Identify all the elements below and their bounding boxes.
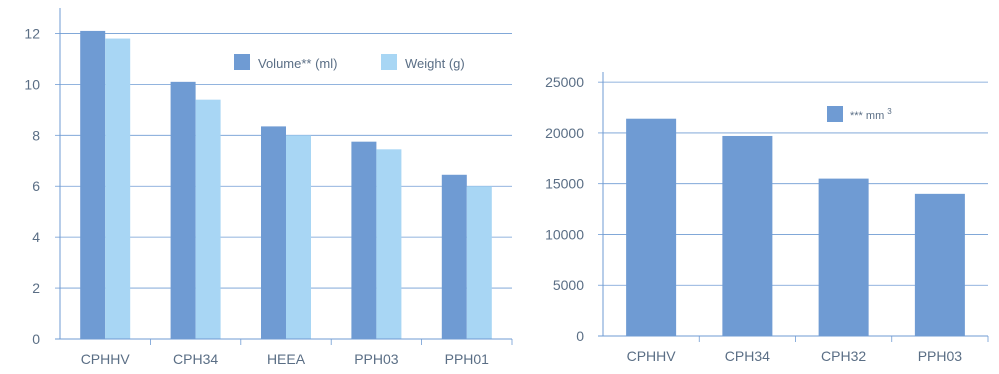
chart2-x-tick-labels: CPHHV CPH34 CPH32 PPH03 <box>627 348 963 364</box>
legend-label-weight: Weight (g) <box>405 56 465 71</box>
chart2-y-tick-label: 20000 <box>545 125 584 141</box>
chart1-y-tick-label: 8 <box>32 127 40 143</box>
legend-swatch-volume <box>234 54 250 70</box>
chart1-bar-cphhv-s0 <box>80 30 106 340</box>
chart2-bar-cph34-s0 <box>722 135 773 336</box>
chart2-bar-cphhv-s0 <box>626 118 677 336</box>
chart1-y-tick-label: 10 <box>24 76 40 92</box>
legend-label-mm3-unit: mm <box>866 110 884 122</box>
legend-label-mm3-prefix: *** <box>850 110 864 122</box>
chart2-y-tick-label: 0 <box>576 328 584 344</box>
chart2-legend: *** mm 3 <box>827 106 892 122</box>
chart1-bar-pph03-s1 <box>376 149 402 339</box>
chart1-bar-pph01-s1 <box>466 186 492 339</box>
chart-volume-mm3: 0 5000 10000 15000 20000 25000 CPHHV CPH34 CPH3… <box>545 72 989 364</box>
chart2-bars <box>626 118 965 336</box>
chart1-y-tick-labels: 0 2 4 6 8 10 12 <box>24 25 60 347</box>
chart1-x-tick-label: CPHHV <box>81 351 131 367</box>
chart1-x-tick-label: PPH01 <box>445 351 490 367</box>
chart2-bar-pph03-s0 <box>914 193 965 336</box>
legend-label-volume: Volume** (ml) <box>258 56 337 71</box>
legend-swatch-weight <box>381 54 397 70</box>
chart2-x-tick-label: CPH34 <box>725 348 770 364</box>
chart2-y-tick-label: 10000 <box>545 226 584 242</box>
chart1-y-tick-label: 12 <box>24 25 40 41</box>
chart2-y-tick-label: 15000 <box>545 176 584 192</box>
chart1-axes <box>55 8 513 345</box>
chart2-y-tick-label: 25000 <box>545 74 584 90</box>
chart1-bar-heea-s1 <box>286 135 311 339</box>
chart1-bar-pph03-s0 <box>351 141 377 339</box>
chart2-x-tick-label: CPH32 <box>821 348 866 364</box>
chart2-bar-cph32-s0 <box>818 178 869 336</box>
chart1-x-tick-label: PPH03 <box>354 351 399 367</box>
chart1-y-tick-label: 6 <box>32 178 40 194</box>
chart1-y-tick-label: 4 <box>32 229 40 245</box>
chart2-y-tick-label: 5000 <box>553 277 584 293</box>
chart1-bar-cph34-s1 <box>195 99 221 340</box>
chart1-y-tick-label: 2 <box>32 280 40 296</box>
chart1-bar-cph34-s0 <box>170 81 196 339</box>
chart1-y-tick-label: 0 <box>32 331 40 347</box>
chart1-x-tick-label: HEEA <box>267 351 306 367</box>
legend-swatch-mm3 <box>827 106 843 122</box>
chart1-x-tick-label: CPH34 <box>173 351 218 367</box>
chart1-legend: Volume** (ml) Weight (g) <box>234 54 465 71</box>
chart1-bars <box>80 30 492 340</box>
chart1-bar-pph01-s0 <box>441 174 467 339</box>
legend-label-mm3: *** mm 3 <box>850 107 892 122</box>
chart1-x-tick-labels: CPHHV CPH34 HEEA PPH03 PPH01 <box>81 351 490 367</box>
chart2-y-tick-labels: 0 5000 10000 15000 20000 25000 <box>545 74 603 344</box>
chart2-x-tick-label: PPH03 <box>918 348 963 364</box>
chart2-x-tick-label: CPHHV <box>627 348 677 364</box>
chart-volume-weight: 0 2 4 6 8 10 12 CPHHV CPH34 HEEA PPH03 PPH01 Volum… <box>24 8 513 367</box>
legend-label-mm3-exponent: 3 <box>887 107 892 116</box>
chart1-bar-heea-s0 <box>261 126 286 340</box>
chart2-axes <box>598 72 989 342</box>
chart1-bar-cphhv-s1 <box>105 38 131 340</box>
